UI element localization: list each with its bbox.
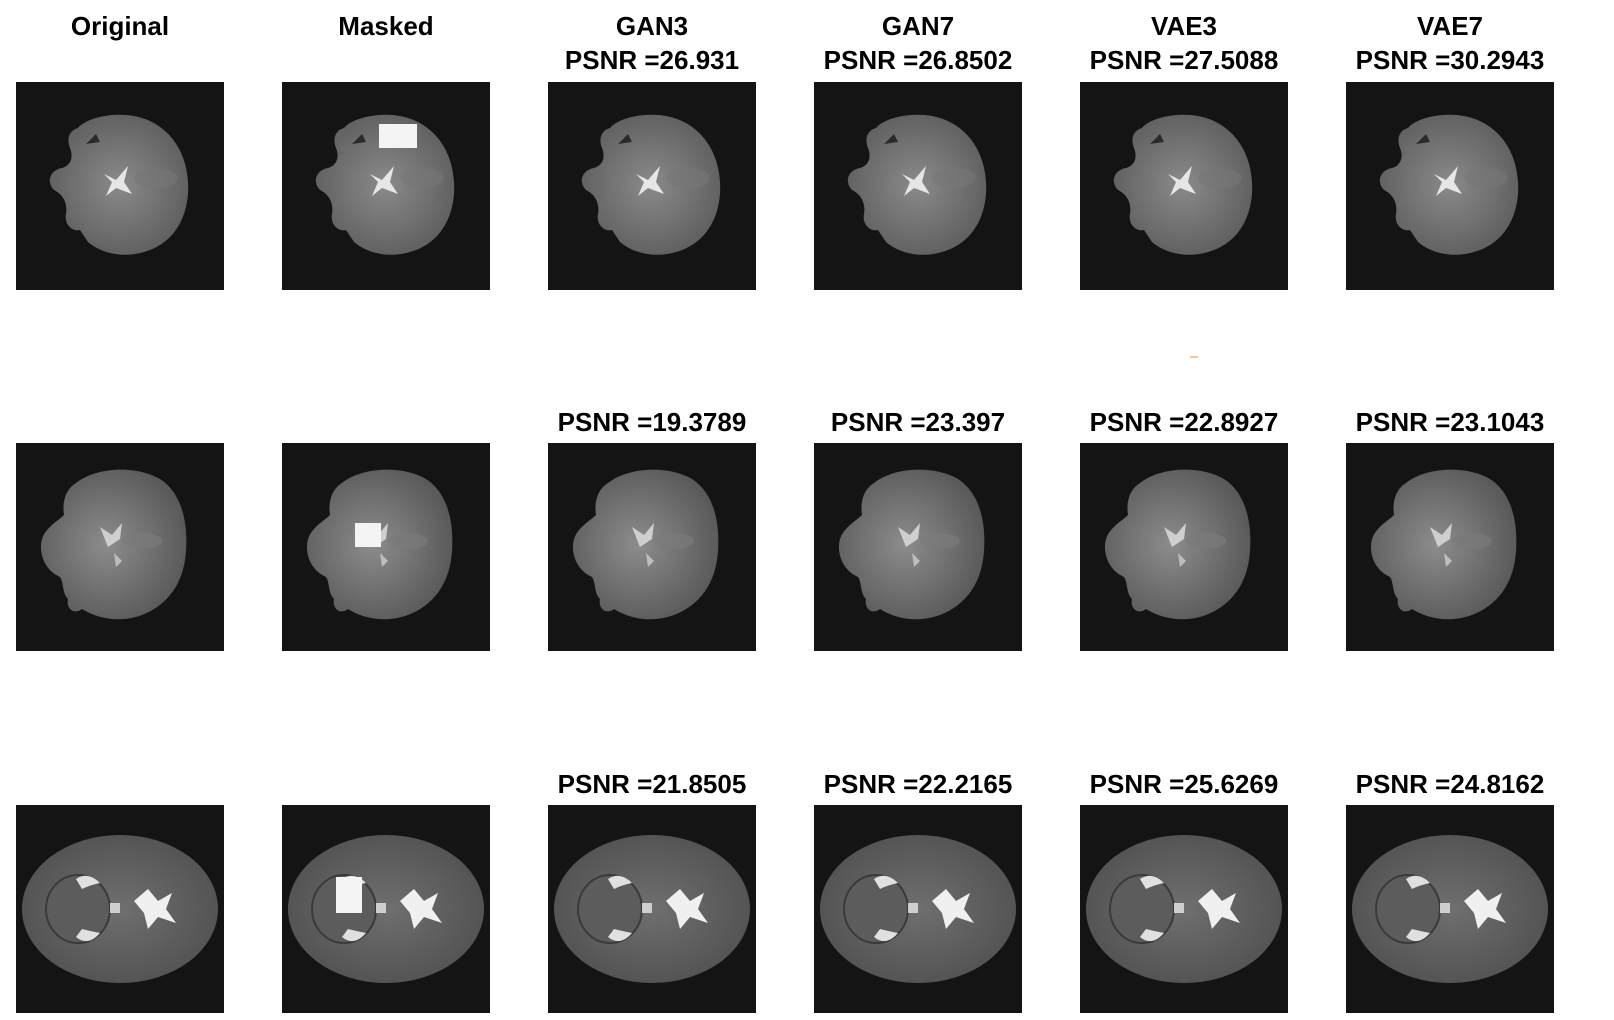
mri-image [315, 114, 455, 255]
brain-slice [288, 835, 484, 983]
mri-panel-original [16, 805, 224, 1013]
mri-panel-gan7 [814, 805, 1022, 1013]
psnr-label: PSNR =19.3789 [557, 407, 747, 437]
mri-panel-original [16, 443, 224, 651]
mri-image [22, 835, 218, 983]
mri-panel-gan7 [814, 82, 1022, 290]
mri-panel-vae7 [1346, 82, 1554, 290]
mri-image [581, 114, 721, 255]
brain-slice [1113, 114, 1253, 255]
mri-image [1379, 114, 1519, 255]
brain-slice [847, 114, 987, 255]
mri-panel-vae3 [1080, 82, 1288, 290]
mask-region [355, 523, 381, 547]
psnr-label: PSNR =23.397 [830, 407, 1006, 437]
column-title-masked: Masked [338, 11, 434, 41]
mri-image [1370, 469, 1517, 620]
psnr-label: PSNR =22.8927 [1089, 407, 1279, 437]
column-title-vae7: VAE7 [1417, 11, 1483, 41]
mri-image [1104, 469, 1251, 620]
mri-image [847, 114, 987, 255]
column-title-gan7: GAN7 [881, 11, 955, 41]
mri-panel-gan3 [548, 443, 756, 651]
psnr-label: PSNR =30.2943 [1355, 45, 1545, 75]
brain-slice [315, 114, 455, 255]
mri-image [838, 469, 985, 620]
psnr-label: PSNR =22.2165 [823, 769, 1013, 799]
mri-image [288, 835, 484, 983]
mri-image [820, 835, 1016, 983]
psnr-label: PSNR =26.931 [564, 45, 740, 75]
mri-image [306, 469, 453, 620]
mri-panel-vae3 [1080, 443, 1288, 651]
mri-image [1352, 835, 1548, 983]
column-title-gan3: GAN3 [615, 11, 689, 41]
mri-panel-gan3 [548, 82, 756, 290]
mri-panel-gan3 [548, 805, 756, 1013]
mri-panel-vae7 [1346, 443, 1554, 651]
mri-image [40, 469, 187, 620]
brain-slice [581, 114, 721, 255]
mri-image [1113, 114, 1253, 255]
brain-slice [1104, 469, 1251, 620]
brain-slice [838, 469, 985, 620]
psnr-label: PSNR =26.8502 [823, 45, 1013, 75]
column-title-vae3: VAE3 [1151, 11, 1217, 41]
mri-image [572, 469, 719, 620]
column-title-original: Original [70, 11, 170, 41]
stray-mark [1190, 356, 1198, 358]
psnr-label: PSNR =23.1043 [1355, 407, 1545, 437]
mri-panel-masked [282, 805, 490, 1013]
brain-slice [572, 469, 719, 620]
mask-region [379, 124, 417, 148]
brain-slice [1379, 114, 1519, 255]
mri-panel-masked [282, 82, 490, 290]
mri-panel-gan7 [814, 443, 1022, 651]
brain-slice [554, 835, 750, 983]
mask-region [336, 877, 362, 913]
psnr-label: PSNR =21.8505 [557, 769, 747, 799]
mri-panel-original [16, 82, 224, 290]
psnr-label: PSNR =27.5088 [1089, 45, 1279, 75]
mri-image [49, 114, 189, 255]
brain-slice [49, 114, 189, 255]
psnr-label: PSNR =24.8162 [1355, 769, 1545, 799]
brain-slice [22, 835, 218, 983]
mri-panel-masked [282, 443, 490, 651]
mri-panel-vae3 [1080, 805, 1288, 1013]
brain-slice [820, 835, 1016, 983]
mri-image [1086, 835, 1282, 983]
psnr-label: PSNR =25.6269 [1089, 769, 1279, 799]
brain-slice [40, 469, 187, 620]
brain-slice [1086, 835, 1282, 983]
brain-slice [1370, 469, 1517, 620]
mri-image [554, 835, 750, 983]
brain-slice [1352, 835, 1548, 983]
mri-panel-vae7 [1346, 805, 1554, 1013]
